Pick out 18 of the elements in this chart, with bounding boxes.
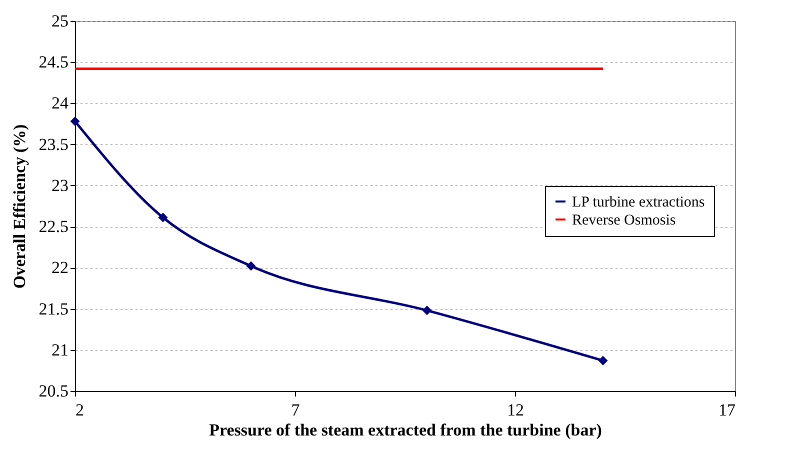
y-tick-label: 24.5 <box>38 52 68 72</box>
y-tick-label: 22.5 <box>38 217 68 236</box>
legend-label: LP turbine extractions <box>572 194 705 210</box>
x-tick-label: 12 <box>507 400 524 420</box>
x-tick-label: 7 <box>291 400 300 420</box>
x-tick-label: 17 <box>718 400 736 420</box>
legend-label: Reverse Osmosis <box>572 212 676 228</box>
x-tick-label: 2 <box>76 400 84 420</box>
y-tick-label: 23.5 <box>38 134 68 154</box>
y-tick-label: 20.5 <box>38 382 68 400</box>
y-tick-label: 23 <box>52 176 68 195</box>
y-tick-label: 24 <box>52 94 69 113</box>
y-tick-label: 21.5 <box>38 299 68 318</box>
y-axis-title: Overall Efficiency (%) <box>10 124 29 289</box>
y-tick-label: 22 <box>52 258 68 278</box>
x-axis-title: Pressure of the steam extracted from the turbine (bar) <box>209 420 602 440</box>
y-tick-label: 21 <box>52 340 68 360</box>
y-tick-label: 25 <box>52 12 68 30</box>
